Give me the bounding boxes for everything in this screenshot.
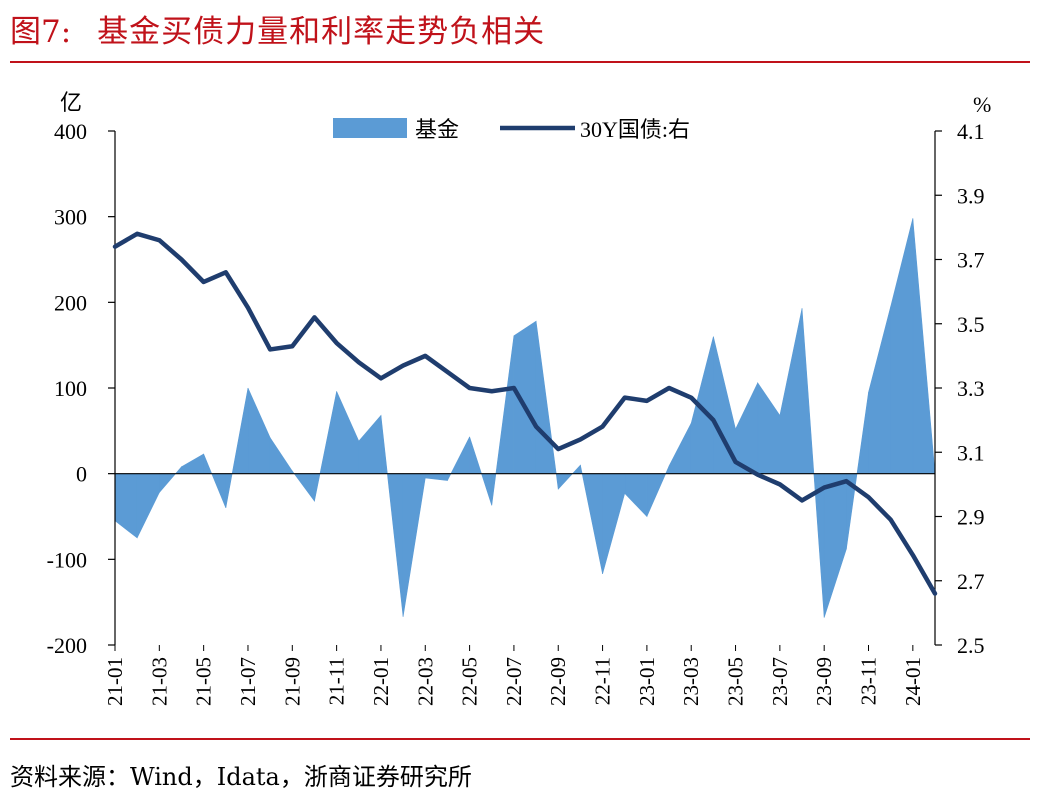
right-tick-label: 2.7 (957, 569, 985, 594)
x-tick-label: 23-07 (768, 657, 792, 706)
bond-yield-line (112, 231, 938, 596)
x-tick-label: 21-07 (236, 657, 260, 706)
fund-area-segment (801, 308, 825, 618)
fund-area-segment (424, 473, 448, 481)
x-tick-label: 22-03 (413, 657, 437, 706)
right-tick-label: 3.7 (957, 248, 985, 273)
fund-area-segment (380, 415, 404, 617)
figure-title: 图7: 基金买债力量和利率走势负相关 (10, 6, 545, 51)
x-tick-label: 22-07 (502, 657, 526, 706)
left-tick-label: 0 (76, 462, 87, 487)
fund-area-segment (136, 473, 160, 539)
fund-area-segment (159, 466, 182, 494)
figure-label: 图7: (10, 14, 72, 50)
fund-area-series (114, 218, 936, 618)
left-tick-label: 100 (54, 376, 87, 401)
left-axis-unit: 亿 (60, 90, 82, 115)
fund-area-segment (890, 218, 914, 474)
left-tick-label: -100 (47, 547, 87, 572)
legend: 基金 30Y国债:右 (333, 117, 690, 142)
fund-area-segment (823, 473, 847, 618)
x-tick-label: 24-01 (901, 657, 925, 706)
x-tick-label: 23-09 (812, 657, 836, 706)
title-divider (10, 61, 1030, 63)
fund-area-segment (402, 473, 426, 617)
x-tick-label: 22-05 (458, 657, 482, 706)
fund-area-segment (314, 391, 337, 502)
fund-area-segment (247, 387, 271, 474)
figure-title-text: 基金买债力量和利率走势负相关 (97, 14, 546, 50)
x-tick-label: 23-11 (857, 657, 881, 705)
fund-area-segment (846, 392, 869, 550)
legend-fund-swatch (333, 118, 407, 138)
fund-area-segment (580, 465, 603, 574)
right-tick-label: 3.3 (957, 376, 985, 401)
x-tick-label: 22-11 (591, 657, 615, 705)
fund-area-segment (358, 414, 382, 474)
left-tick-label: 300 (54, 205, 87, 230)
right-tick-label: 2.5 (957, 633, 985, 658)
x-tick-label: 22-01 (369, 657, 393, 706)
fund-area-segment (912, 218, 936, 474)
x-tick-label: 23-03 (679, 657, 703, 706)
fund-area-segment (291, 470, 315, 502)
fund-area-segment (624, 473, 648, 518)
fund-area-segment (602, 473, 626, 574)
fund-area-segment (557, 464, 581, 490)
fund-area-segment (491, 335, 515, 506)
fund-area-segment (336, 391, 360, 474)
fund-area-segment (757, 381, 781, 474)
right-tick-label: 3.1 (957, 440, 985, 465)
fund-area-segment (779, 308, 803, 474)
legend-fund-label: 基金 (415, 117, 459, 142)
fund-area-segment (690, 336, 714, 474)
fund-area-segment (469, 436, 493, 506)
x-tick-label: 21-09 (280, 657, 304, 706)
right-tick-label: 4.1 (957, 119, 985, 144)
fund-area-segment (668, 422, 692, 474)
left-tick-label: 200 (54, 290, 87, 315)
legend-bond-label: 30Y国债:右 (580, 117, 690, 142)
x-tick-label: 21-11 (325, 657, 349, 705)
x-tick-label: 23-05 (724, 657, 748, 706)
fund-area-segment (114, 473, 138, 539)
source-note: 资料来源：Wind，Idata，浙商证券研究所 (10, 763, 472, 791)
right-tick-label: 3.9 (957, 183, 985, 208)
left-tick-label: 400 (54, 119, 87, 144)
x-tick-label: 23-01 (635, 657, 659, 706)
fund-area-segment (225, 387, 249, 508)
fund-area-segment (735, 382, 759, 474)
right-axis-unit: % (973, 92, 991, 117)
right-tick-label: 2.9 (957, 505, 985, 530)
right-tick-label: 3.5 (957, 312, 985, 337)
fund-area-segment (181, 453, 204, 474)
x-tick-label: 22-09 (546, 657, 570, 706)
chart-area: -200 -100 0 100 200 300 400 亿 2.5 2.7 2.9 3.1 3.3 3.5… (47, 90, 992, 706)
fund-area-segment (535, 321, 559, 490)
source-divider (10, 738, 1030, 740)
fund-area-segment (269, 436, 293, 474)
fund-area-segment (203, 453, 227, 509)
x-tick-label: 21-05 (192, 657, 216, 706)
left-tick-label: -200 (47, 633, 87, 658)
x-tick-label: 21-01 (103, 657, 127, 706)
x-tick-label: 21-03 (147, 657, 171, 706)
fund-area-segment (868, 306, 891, 474)
